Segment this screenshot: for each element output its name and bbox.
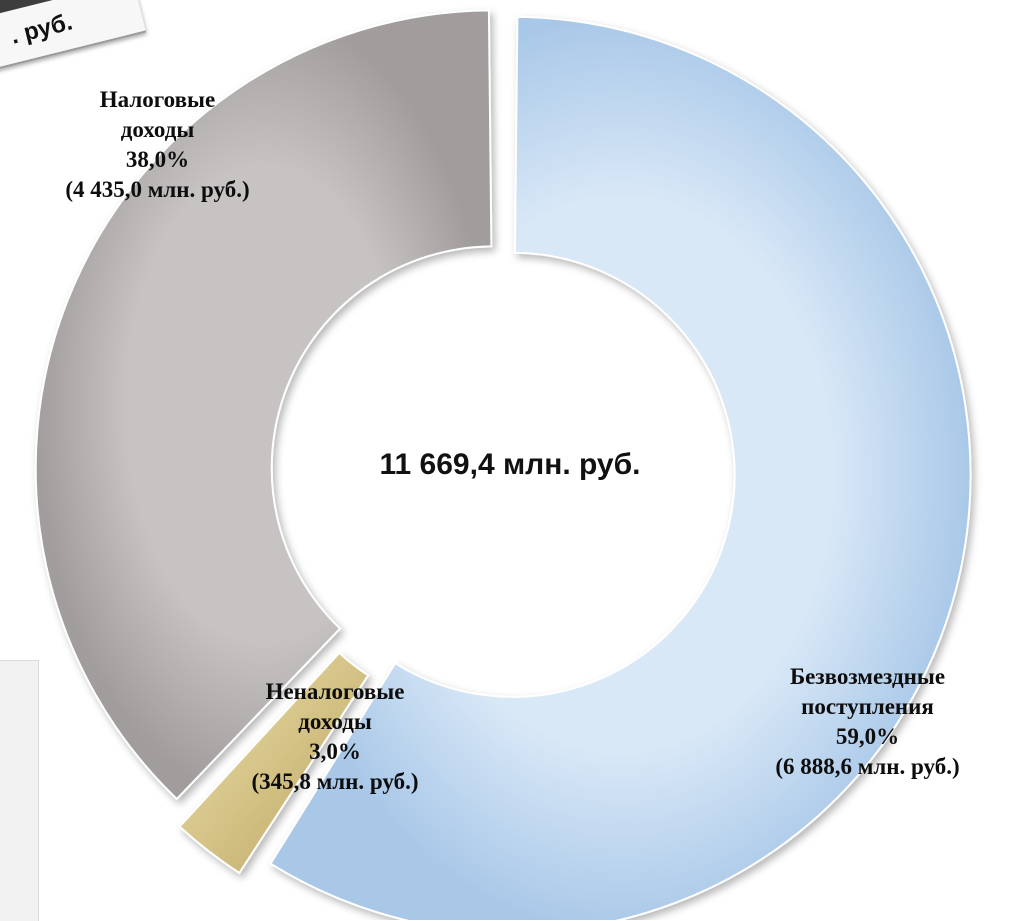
label-tax-name-2: доходы xyxy=(120,117,195,142)
label-grants-name-2: поступления xyxy=(801,694,934,719)
label-grants-value: (6 888,6 млн. руб.) xyxy=(775,754,960,779)
label-tax: Налоговые доходы 38,0% (4 435,0 млн. руб… xyxy=(15,85,300,205)
label-non-tax-name-2: доходы xyxy=(298,709,372,734)
label-non-tax-name-1: Неналоговые xyxy=(265,679,405,704)
slice-grants xyxy=(269,15,972,920)
label-tax-percent: 38,0% xyxy=(125,147,190,172)
label-non-tax: Неналоговые доходы 3,0% (345,8 млн. руб.… xyxy=(195,677,475,797)
corner-unit-text: . руб. xyxy=(7,8,76,50)
label-non-tax-percent: 3,0% xyxy=(309,739,361,764)
side-panel xyxy=(0,660,39,921)
slice-non-tax xyxy=(178,651,370,875)
label-grants: Безвозмездные поступления 59,0% (6 888,6… xyxy=(725,662,1010,782)
label-tax-name-1: Налоговые xyxy=(99,87,216,112)
label-tax-value: (4 435,0 млн. руб.) xyxy=(65,177,250,202)
label-grants-percent: 59,0% xyxy=(835,724,900,749)
center-total-label: 11 669,4 млн. руб. xyxy=(379,448,641,481)
label-grants-name-1: Безвозмездные xyxy=(789,664,946,689)
slice-tax xyxy=(34,9,493,801)
label-non-tax-value: (345,8 млн. руб.) xyxy=(251,769,419,794)
